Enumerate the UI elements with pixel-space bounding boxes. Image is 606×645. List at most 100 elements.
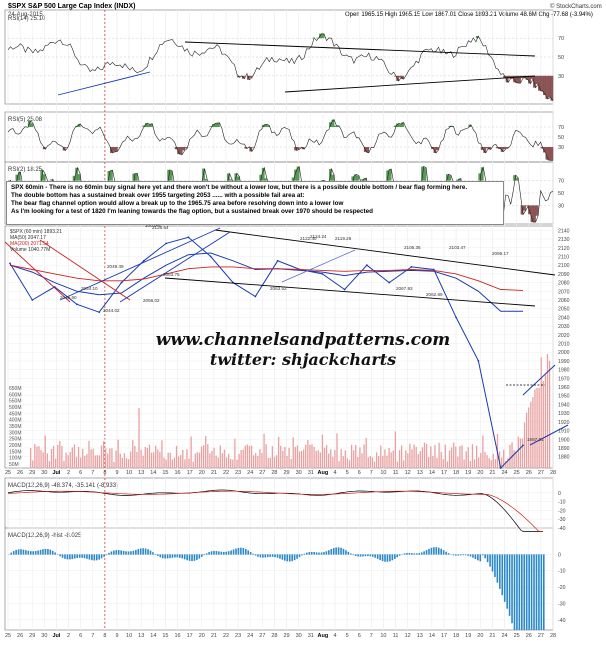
bottom-x-label: 17 — [187, 633, 193, 639]
macd-hist-tick-label: -30 — [558, 601, 566, 607]
bottom-x-label: 16 — [174, 633, 180, 639]
price-annotation: 2105.35 — [404, 245, 421, 250]
volume-bar — [32, 460, 33, 468]
bottom-x-label: Jul — [52, 633, 60, 639]
volume-bar — [161, 440, 162, 468]
volume-bar — [424, 443, 425, 468]
macd-hist-bar — [167, 554, 169, 558]
volume-bar — [328, 454, 329, 468]
rsi14-tick-label: 30 — [558, 74, 564, 80]
volume-bar — [134, 446, 135, 468]
rsi2-label: RSI(2) 18.25 — [8, 167, 43, 173]
volume-bar — [391, 452, 392, 468]
macd-hist-bar — [255, 554, 257, 555]
macd-hist-bar — [269, 554, 271, 557]
bottom-x-label: 28 — [271, 633, 277, 639]
rsi14-line — [8, 34, 553, 101]
price-annotation: 2056.02 — [143, 298, 160, 303]
bottom-x-label: 9 — [115, 633, 118, 639]
volume-bar — [318, 450, 319, 468]
volume-bar — [320, 452, 321, 468]
volume-bar — [107, 453, 108, 468]
volume-bar — [426, 444, 427, 468]
macd-hist-bar — [233, 549, 235, 554]
volume-bar — [520, 438, 521, 468]
macd-hist-bar — [252, 554, 254, 555]
macd-hist-bar — [533, 554, 535, 630]
macd-hist-bar — [103, 554, 105, 556]
macd-hist-bar — [260, 554, 262, 557]
volume-tick-label: 150M — [9, 449, 22, 455]
mid-x-label: 16 — [174, 470, 180, 476]
bottom-x-label: 23 — [235, 633, 241, 639]
bottom-x-label: 14 — [429, 633, 435, 639]
volume-bar — [338, 461, 339, 468]
price-tick-label: 1970 — [558, 376, 570, 382]
macd-hist-bar — [59, 554, 61, 556]
mid-x-label: 6 — [79, 470, 82, 476]
macd-hist-bar — [186, 554, 188, 560]
volume-bar — [270, 458, 271, 468]
bottom-x-label: 7 — [91, 633, 94, 639]
series-line-ma-50- — [10, 253, 523, 311]
macd-hist-bar — [462, 554, 464, 555]
volume-bar — [278, 437, 279, 468]
volume-bar — [38, 446, 39, 468]
macd-hist-bar — [10, 553, 12, 555]
macd-hist-bar — [67, 554, 69, 559]
volume-bar — [115, 451, 116, 468]
price-tick-label: 1940 — [558, 402, 570, 408]
rsi5-panel — [5, 112, 553, 162]
macd-hist-bar — [392, 554, 394, 560]
rsi2-overbought-fill — [135, 173, 138, 180]
volume-bar — [178, 457, 179, 468]
volume-bar — [136, 452, 137, 468]
volume-bar — [211, 451, 212, 468]
bottom-x-label: 25 — [514, 633, 520, 639]
symbol-title: $SPX S&P 500 Large Cap Index (INDX) — [8, 3, 135, 10]
macd-hist-bar — [475, 554, 477, 559]
volume-bar — [384, 449, 385, 468]
mid-x-label: 30 — [41, 470, 47, 476]
volume-bar — [484, 452, 485, 468]
macd-hist-bar — [379, 554, 381, 560]
macd-hist-bar — [455, 554, 457, 555]
mid-x-label: 14 — [429, 470, 435, 476]
macd-hist-bar — [169, 554, 171, 558]
volume-bar — [120, 454, 121, 468]
volume-bar — [341, 449, 342, 468]
volume-tick-label: 550M — [9, 399, 22, 405]
volume-bar — [57, 445, 58, 468]
rsi14-oversold-fill — [533, 76, 536, 88]
bottom-x-label: 6 — [79, 633, 82, 639]
macd-hist-bar — [140, 548, 142, 554]
volume-bar — [347, 458, 348, 468]
price-tick-label: 2040 — [558, 315, 570, 321]
macd-hist-bar — [472, 554, 474, 557]
macd-hist-bar — [279, 554, 281, 558]
macd-hist-bar — [189, 554, 191, 560]
macd-hist-bar — [321, 552, 323, 554]
rsi2-tick-label: 50 — [558, 191, 564, 197]
macd-hist-bar — [277, 554, 279, 557]
price-tick-label: 1880 — [558, 455, 570, 461]
price-point — [411, 266, 413, 268]
macd-hist-bar — [418, 553, 420, 555]
bottom-x-label: 24 — [247, 633, 253, 639]
macd-hist-bar — [47, 549, 49, 555]
volume-bar — [240, 450, 241, 468]
volume-bar — [263, 434, 264, 468]
macd-hist-bar — [348, 552, 350, 555]
volume-bar — [274, 457, 275, 468]
volume-bar — [334, 450, 335, 468]
macd-hist-bar — [326, 551, 328, 554]
volume-bar — [451, 447, 452, 468]
volume-tick-label: 650M — [9, 386, 22, 392]
volume-bar — [113, 462, 114, 468]
rsi14-tick-label: 50 — [558, 55, 564, 61]
mid-x-label: 10 — [126, 470, 132, 476]
mid-x-label: 29 — [283, 470, 289, 476]
commentary-line-2: The double bottom has a sustained break … — [11, 192, 499, 200]
bottom-x-label: 27 — [538, 633, 544, 639]
